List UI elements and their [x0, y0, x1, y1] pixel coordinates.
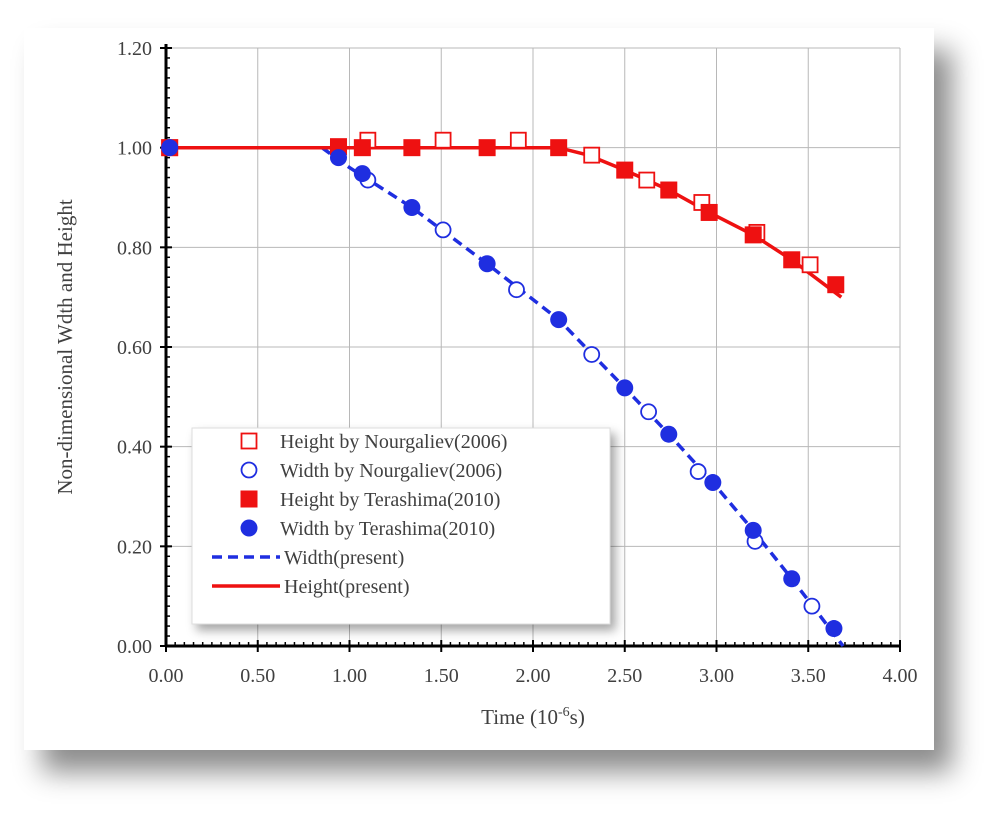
data-point	[550, 311, 568, 329]
legend-label: Height(present)	[284, 576, 410, 598]
data-point	[434, 221, 452, 239]
data-point	[508, 281, 525, 299]
legend-label: Height by Nourgaliev(2006)	[280, 431, 507, 453]
x-tick-label: 0.00	[149, 665, 184, 687]
x-axis-title-main: Time (10	[481, 705, 558, 729]
x-tick-label: 2.00	[516, 665, 551, 687]
y-tick-label: 1.20	[117, 38, 152, 60]
chart-figure: 0.00 0.20 0.40 0.60 0.80 1.00 1.20 0.00 0.50 1.00…	[24, 28, 934, 750]
chart-svg: 0.00 0.20 0.40 0.60 0.80 1.00 1.20 0.00 0.50 1.00…	[53, 38, 918, 729]
x-axis-title-exponent: -6	[558, 705, 570, 720]
data-point	[640, 403, 658, 421]
data-point	[434, 131, 452, 149]
legend-marker	[240, 461, 258, 479]
data-point	[801, 256, 819, 274]
data-point	[825, 620, 843, 638]
data-point	[704, 474, 722, 492]
data-point	[403, 139, 421, 157]
x-axis-title: Time (10-6s)	[481, 705, 585, 729]
data-point	[478, 255, 496, 273]
data-point	[353, 139, 371, 157]
data-point	[638, 171, 656, 189]
data-point	[700, 203, 718, 221]
x-tick-label: 1.00	[332, 665, 367, 687]
y-axis-title: Non-dimensional Wdth and Height	[53, 199, 77, 494]
axes	[160, 44, 901, 652]
y-tick-label: 0.60	[117, 337, 152, 359]
legend-label: Width by Nourgaliev(2006)	[280, 460, 502, 482]
y-tick-label: 0.40	[117, 437, 152, 459]
data-point	[329, 149, 347, 167]
y-tick-label: 1.00	[117, 138, 152, 160]
legend-marker	[240, 519, 258, 537]
data-point	[660, 181, 678, 199]
data-point	[478, 139, 496, 157]
legend-marker	[240, 432, 258, 450]
legend-label: Height by Terashima(2010)	[280, 489, 500, 511]
x-axis-title-suffix: s)	[570, 705, 585, 729]
data-point	[616, 161, 634, 179]
data-point	[583, 146, 601, 164]
data-point	[583, 346, 601, 363]
data-point	[783, 570, 801, 588]
data-point	[783, 251, 801, 269]
x-tick-label: 4.00	[883, 665, 918, 687]
y-tick-label: 0.80	[117, 237, 152, 259]
series-line	[166, 145, 843, 299]
data-point	[509, 131, 527, 149]
tick-labels: 0.00 0.20 0.40 0.60 0.80 1.00 1.20 0.00 0.50 1.00…	[117, 38, 918, 687]
data-point	[744, 226, 762, 244]
data-point	[616, 379, 634, 397]
data-point	[803, 597, 821, 615]
y-tick-label: 0.00	[117, 636, 152, 658]
y-tick-label: 0.20	[117, 536, 152, 558]
data-point	[550, 139, 568, 157]
axis-titles: Time (10-6s) Non-dimensional Wdth and He…	[53, 199, 585, 729]
data-points	[161, 131, 845, 638]
x-tick-label: 0.50	[240, 665, 275, 687]
x-tick-label: 3.00	[699, 665, 734, 687]
data-point	[161, 139, 179, 157]
data-point	[827, 276, 845, 294]
x-tick-label: 1.50	[424, 665, 459, 687]
x-tick-label: 3.50	[791, 665, 826, 687]
legend-label: Width(present)	[284, 547, 404, 569]
x-tick-label: 2.50	[607, 665, 642, 687]
data-point	[403, 198, 421, 216]
legend-label: Width by Terashima(2010)	[280, 518, 495, 540]
data-point	[660, 425, 678, 443]
data-point	[689, 463, 707, 480]
legend-marker	[240, 490, 258, 508]
legend: Height by Nourgaliev(2006) Width by Nourg…	[191, 427, 611, 625]
data-point	[353, 165, 371, 183]
data-point	[744, 521, 762, 539]
legend-box	[191, 427, 611, 625]
